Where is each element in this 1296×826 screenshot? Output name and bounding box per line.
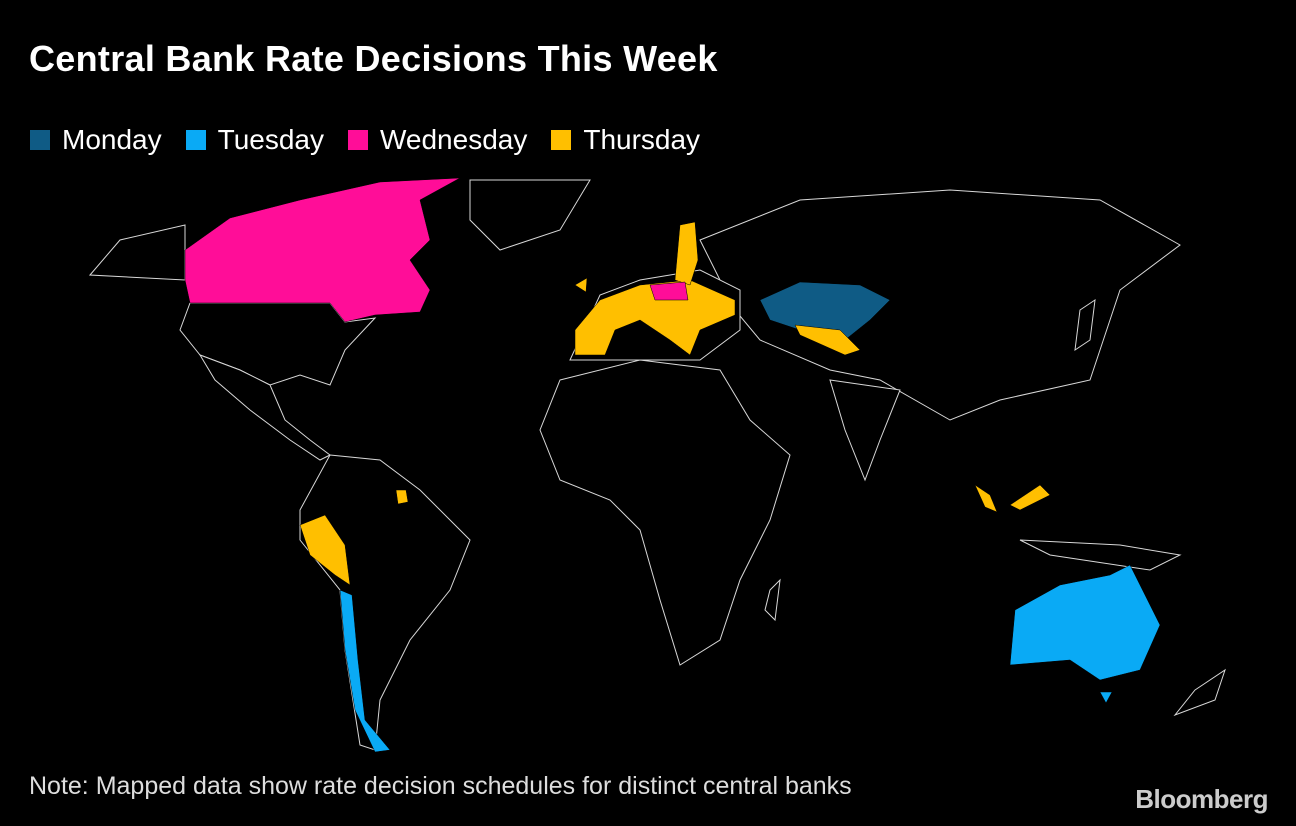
new-zealand: [1173, 668, 1226, 717]
madagascar: [764, 578, 781, 622]
guyana: [395, 489, 409, 505]
note: Note: Mapped data show rate decision sch…: [29, 772, 852, 800]
legend-swatch: [347, 130, 368, 150]
legend-swatch: [551, 130, 572, 150]
legend: Monday Tuesday Wednesday Thursday: [30, 124, 700, 156]
legend-swatch: [30, 130, 50, 150]
greenland: [469, 179, 591, 251]
europe: [574, 279, 736, 356]
malaysia-east: [1009, 484, 1051, 511]
highlighted-countries: [184, 177, 1161, 753]
kazakhstan: [759, 281, 891, 341]
legend-label: Wednesday: [379, 124, 528, 155]
tasmania: [1099, 691, 1113, 704]
central-asia: [794, 324, 861, 356]
south-america: [299, 454, 471, 751]
legend-item: Tuesday: [185, 124, 324, 156]
title: Central Bank Rate Decisions This Week: [29, 38, 718, 79]
legend-item: Monday: [30, 124, 162, 156]
alaska: [88, 224, 186, 281]
legend-label: Thursday: [583, 124, 701, 155]
indonesia: [1019, 539, 1182, 571]
malaysia-west: [974, 484, 998, 513]
legend-label: Tuesday: [217, 124, 324, 155]
uk: [574, 277, 588, 293]
chile: [339, 589, 391, 753]
legend-swatch: [185, 130, 206, 150]
canada: [184, 177, 461, 323]
peru: [299, 514, 351, 586]
scandinavia: [674, 221, 699, 286]
legend-item: Thursday: [551, 124, 700, 156]
legend-item: Wednesday: [347, 124, 528, 156]
land-outlines: [88, 179, 1226, 751]
poland: [649, 281, 689, 301]
india: [829, 379, 901, 482]
source: Bloomberg: [1135, 784, 1268, 814]
legend-label: Monday: [62, 124, 162, 155]
australia: [1009, 564, 1161, 681]
africa: [539, 359, 791, 666]
japan: [1074, 298, 1096, 352]
asia: [699, 189, 1181, 421]
